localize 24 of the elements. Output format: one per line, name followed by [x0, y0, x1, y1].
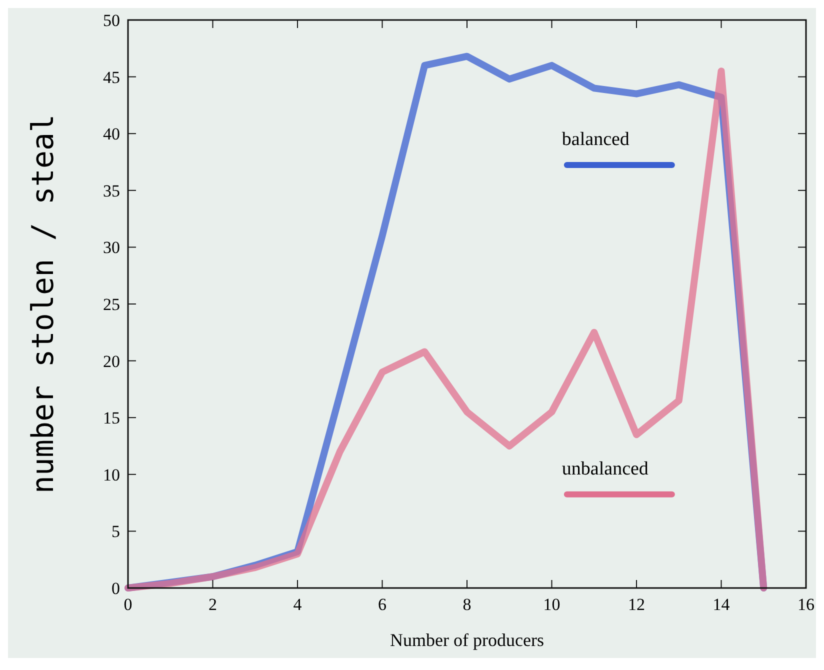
y-tick-label: 35 — [103, 181, 120, 200]
x-tick-label: 10 — [543, 595, 560, 614]
y-tick-label: 5 — [112, 522, 120, 542]
x-tick-label: 0 — [124, 595, 132, 614]
x-tick-label: 6 — [378, 595, 386, 614]
y-tick-label: 10 — [103, 465, 120, 484]
series-label: balanced — [562, 128, 630, 150]
series-label: unbalanced — [562, 458, 649, 480]
x-tick-label: 2 — [208, 595, 217, 614]
y-tick-label: 15 — [103, 408, 120, 428]
y-tick-label: 0 — [112, 579, 120, 598]
y-tick-label: 30 — [103, 238, 120, 258]
y-tick-label: 20 — [103, 352, 120, 371]
y-axis-title: number stolen / steal — [26, 114, 61, 494]
y-tick-label: 40 — [103, 124, 120, 144]
y-tick-label: 45 — [103, 68, 120, 87]
x-tick-label: 16 — [798, 595, 814, 614]
x-tick-label: 12 — [628, 595, 645, 614]
x-tick-label: 14 — [712, 595, 730, 614]
y-tick-label: 50 — [103, 11, 120, 30]
y-tick-label: 25 — [103, 295, 120, 314]
x-axis-title: Number of producers — [390, 630, 544, 650]
x-tick-label: 4 — [293, 595, 302, 614]
x-tick-label: 8 — [462, 595, 472, 614]
